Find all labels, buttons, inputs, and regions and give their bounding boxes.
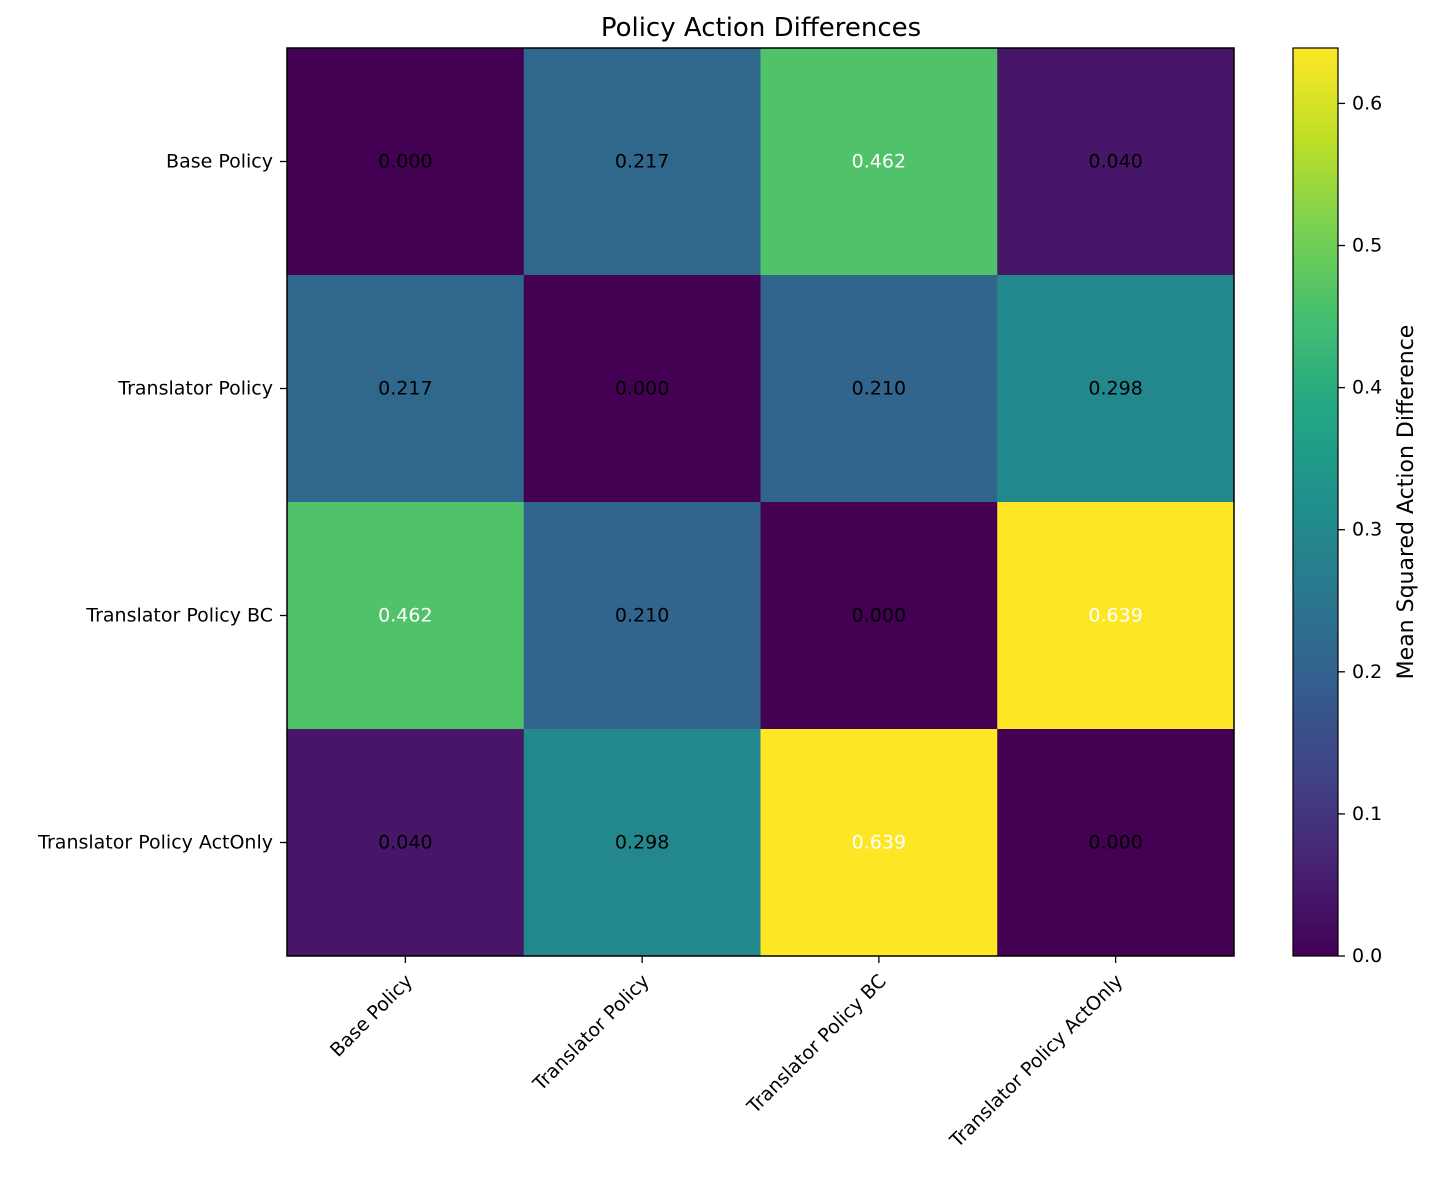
colorbar-tick-label: 0.2 (1352, 661, 1382, 683)
heatmap-cell (523, 48, 761, 276)
x-axis-ticks: Base Policy Translator Policy Translator P… (326, 956, 1127, 1153)
heatmap-cell (997, 502, 1235, 730)
cell-value-label: 0.462 (852, 151, 906, 173)
heatmap-cell (287, 729, 525, 957)
y-tick-label: Translator Policy (117, 378, 273, 400)
heatmap-cell (287, 275, 525, 503)
heatmap-cells (287, 48, 1235, 957)
heatmap-cell (997, 275, 1235, 503)
heatmap-cell (523, 729, 761, 957)
colorbar-tick-label: 0.3 (1352, 519, 1382, 541)
colorbar (1293, 48, 1338, 956)
heatmap-cell (523, 502, 761, 730)
y-tick-label: Translator Policy BC (85, 605, 273, 627)
heatmap-cell (997, 48, 1235, 276)
plot-frame (286, 47, 1235, 957)
x-tick-label: Base Policy (326, 970, 417, 1061)
colorbar-tick-label: 0.6 (1352, 92, 1382, 114)
colorbar-frame (1292, 47, 1339, 957)
colorbar-tick-label: 0.5 (1352, 235, 1382, 257)
cell-value-label: 0.639 (852, 832, 906, 854)
cell-value-label: 0.000 (378, 151, 432, 173)
x-tick-label: Translator Policy (528, 970, 654, 1096)
cell-value-label: 0.639 (1088, 605, 1142, 627)
cell-value-label: 0.217 (378, 378, 432, 400)
cell-value-label: 0.000 (1088, 832, 1142, 854)
cell-value-label: 0.210 (615, 605, 669, 627)
y-axis-ticks: Base Policy Translator Policy Translator P… (37, 151, 287, 854)
cell-value-label: 0.000 (852, 605, 906, 627)
colorbar-tick-label: 0.1 (1352, 803, 1382, 825)
chart-title: Policy Action Differences (601, 13, 921, 43)
colorbar-tick-label: 0.4 (1352, 377, 1382, 399)
colorbar-ticks: 0.0 0.1 0.2 0.3 0.4 0.5 0.6 (1338, 92, 1382, 967)
cell-value-label: 0.298 (1088, 378, 1142, 400)
cell-value-label: 0.462 (378, 605, 432, 627)
y-tick-label: Translator Policy ActOnly (37, 832, 273, 854)
x-tick-label: Translator Policy ActOnly (945, 970, 1127, 1152)
heatmap-cell (523, 275, 761, 503)
heatmap-cell (287, 502, 525, 730)
cell-value-label: 0.298 (615, 832, 669, 854)
cell-value-label: 0.210 (852, 378, 906, 400)
heatmap-cell (760, 502, 998, 730)
colorbar-label: Mean Squared Action Difference (1394, 325, 1419, 680)
cell-value-label: 0.217 (615, 151, 669, 173)
cell-value-label: 0.040 (1088, 151, 1142, 173)
heatmap-cell (760, 48, 998, 276)
cell-value-label: 0.040 (378, 832, 432, 854)
y-tick-label: Base Policy (166, 151, 273, 173)
cell-value-label: 0.000 (615, 378, 669, 400)
heatmap-cell (287, 48, 525, 276)
x-tick-label: Translator Policy BC (742, 970, 890, 1118)
colorbar-tick-label: 0.0 (1352, 945, 1382, 967)
heatmap-cell (760, 275, 998, 503)
heatmap-cell (760, 729, 998, 957)
heatmap-cell-labels: 0.000 0.217 0.462 0.040 0.217 0.000 0.210 0.298… (378, 151, 1143, 854)
heatmap-cell (997, 729, 1235, 957)
